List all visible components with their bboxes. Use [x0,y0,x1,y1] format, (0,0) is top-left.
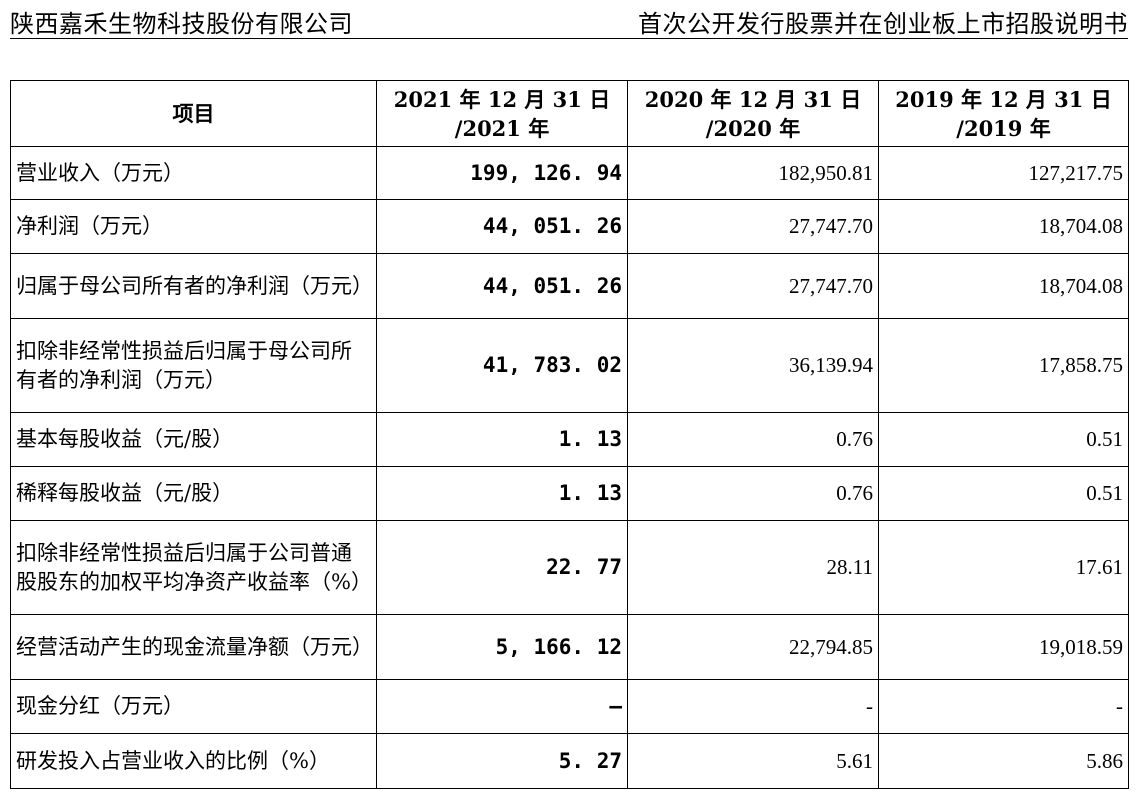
value-2019: 127,217.75 [878,146,1129,200]
row-label: 归属于母公司所有者的净利润（万元） [10,253,377,319]
row-label: 研发投入占营业收入的比例（%） [10,733,377,789]
row-label: 现金分红（万元） [10,679,377,734]
value-2020: 27,747.70 [627,199,879,254]
column-header-2019: 2019 年 12 月 31 日/2019 年 [878,80,1129,147]
value-2019: 5.86 [878,733,1129,789]
document-title: 首次公开发行股票并在创业板上市招股说明书 [638,10,1128,38]
row-label: 扣除非经常性损益后归属于母公司所有者的净利润（万元） [10,318,377,413]
table-header-row: 项目 2021 年 12 月 31 日/2021 年 2020 年 12 月 3… [10,80,1129,147]
value-2019: 0.51 [878,466,1129,521]
value-2021: 5, 166. 12 [376,614,628,680]
row-label: 净利润（万元） [10,199,377,254]
value-2019: 17,858.75 [878,318,1129,413]
company-name: 陕西嘉禾生物科技股份有限公司 [10,10,353,38]
table-row: 净利润（万元） 44, 051. 26 27,747.70 18,704.08 [10,199,1129,254]
value-2019: 0.51 [878,412,1129,467]
column-header-2020: 2020 年 12 月 31 日/2020 年 [627,80,879,147]
value-2019: 19,018.59 [878,614,1129,680]
value-2019: 17.61 [878,520,1129,615]
value-2019: - [878,679,1129,734]
table-row: 营业收入（万元） 199, 126. 94 182,950.81 127,217… [10,146,1129,200]
value-2020: 0.76 [627,412,879,467]
table-row: 稀释每股收益（元/股） 1. 13 0.76 0.51 [10,466,1129,521]
value-2020: 27,747.70 [627,253,879,319]
row-label: 扣除非经常性损益后归属于公司普通股股东的加权平均净资产收益率（%） [10,520,377,615]
page-header: 陕西嘉禾生物科技股份有限公司 首次公开发行股票并在创业板上市招股说明书 [10,0,1128,39]
table-row: 归属于母公司所有者的净利润（万元） 44, 051. 26 27,747.70 … [10,253,1129,319]
table-row: 基本每股收益（元/股） 1. 13 0.76 0.51 [10,412,1129,467]
row-label: 经营活动产生的现金流量净额（万元） [10,614,377,680]
value-2021: 44, 051. 26 [376,199,628,254]
value-2021: 22. 77 [376,520,628,615]
value-2019: 18,704.08 [878,253,1129,319]
column-header-item: 项目 [10,80,377,147]
value-2021: 1. 13 [376,412,628,467]
value-2020: 28.11 [627,520,879,615]
table-row: 经营活动产生的现金流量净额（万元） 5, 166. 12 22,794.85 1… [10,614,1129,680]
row-label: 基本每股收益（元/股） [10,412,377,467]
table-row: 扣除非经常性损益后归属于公司普通股股东的加权平均净资产收益率（%） 22. 77… [10,520,1129,615]
value-2021: 41, 783. 02 [376,318,628,413]
table-row: 扣除非经常性损益后归属于母公司所有者的净利润（万元） 41, 783. 02 3… [10,318,1129,413]
column-header-2021: 2021 年 12 月 31 日/2021 年 [376,80,628,147]
value-2020: 0.76 [627,466,879,521]
value-2021: 44, 051. 26 [376,253,628,319]
value-2020: 22,794.85 [627,614,879,680]
value-2021: – [376,679,628,734]
table-row: 现金分红（万元） – - - [10,679,1129,734]
row-label: 营业收入（万元） [10,146,377,200]
value-2020: 5.61 [627,733,879,789]
table-row: 研发投入占营业收入的比例（%） 5. 27 5.61 5.86 [10,733,1129,789]
value-2021: 199, 126. 94 [376,146,628,200]
value-2021: 1. 13 [376,466,628,521]
value-2020: 36,139.94 [627,318,879,413]
value-2021: 5. 27 [376,733,628,789]
row-label: 稀释每股收益（元/股） [10,466,377,521]
financial-summary-table: 项目 2021 年 12 月 31 日/2021 年 2020 年 12 月 3… [10,80,1129,789]
value-2020: - [627,679,879,734]
value-2019: 18,704.08 [878,199,1129,254]
value-2020: 182,950.81 [627,146,879,200]
